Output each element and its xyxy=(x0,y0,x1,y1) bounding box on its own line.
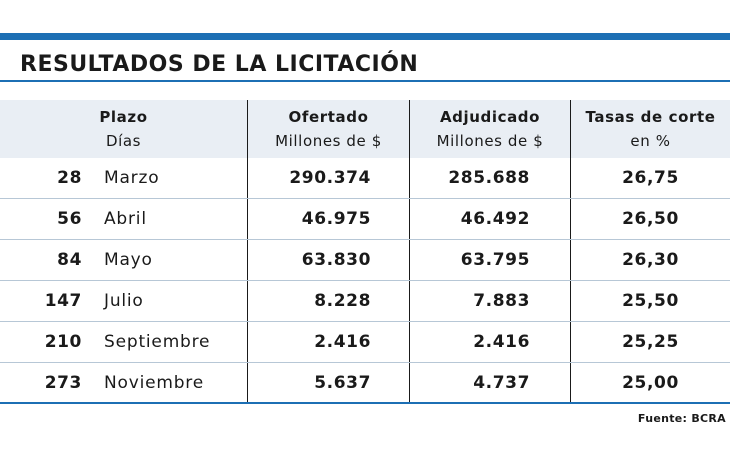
month-value: Marzo xyxy=(104,168,160,188)
tasa-value: 26,75 xyxy=(570,158,730,198)
tasa-value: 25,00 xyxy=(570,363,730,402)
title-rule xyxy=(0,80,730,82)
tasa-value: 25,25 xyxy=(570,322,730,362)
header-plazo-label: Plazo xyxy=(99,108,148,126)
header-tasas-sub: en % xyxy=(630,132,671,150)
days-value: 273 xyxy=(44,372,82,393)
header-adjudicado-sub: Millones de $ xyxy=(436,132,544,150)
days-value: 84 xyxy=(57,250,82,270)
tasa-value: 26,50 xyxy=(570,199,730,239)
days-value: 210 xyxy=(44,332,82,352)
adjudicado-value: 63.795 xyxy=(409,240,570,280)
table-row: 147 Julio 8.228 7.883 25,50 xyxy=(0,281,730,322)
header-ofertado-label: Ofertado xyxy=(288,108,369,126)
month-value: Abril xyxy=(104,209,147,229)
top-accent-bar xyxy=(0,33,730,40)
table-title: RESULTADOS DE LA LICITACIÓN xyxy=(20,52,419,77)
days-value: 56 xyxy=(57,209,82,229)
results-table: Plazo Días Ofertado Millones de $ Adjudi… xyxy=(0,100,730,404)
ofertado-value: 290.374 xyxy=(247,158,409,198)
table-row: 56 Abril 46.975 46.492 26,50 xyxy=(0,199,730,240)
days-value: 147 xyxy=(44,291,82,311)
month-value: Septiembre xyxy=(104,332,211,352)
ofertado-value: 63.830 xyxy=(247,240,409,280)
header-plazo-sub: Días xyxy=(105,132,142,150)
plazo-cell: 56 Abril xyxy=(0,199,247,239)
days-value: 28 xyxy=(57,168,82,188)
header-tasas: Tasas de corte en % xyxy=(570,100,730,158)
source-note: Fuente: BCRA xyxy=(637,412,726,425)
header-adjudicado-label: Adjudicado xyxy=(439,108,541,126)
plazo-cell: 210 Septiembre xyxy=(0,322,247,362)
tasa-value: 26,30 xyxy=(570,240,730,280)
plazo-cell: 84 Mayo xyxy=(0,240,247,280)
month-value: Julio xyxy=(104,291,144,311)
header-tasas-label: Tasas de corte xyxy=(585,108,716,126)
ofertado-value: 5.637 xyxy=(247,363,409,402)
adjudicado-value: 46.492 xyxy=(409,199,570,239)
header-ofertado-sub: Millones de $ xyxy=(275,132,382,150)
tasa-value: 25,50 xyxy=(570,281,730,321)
plazo-cell: 147 Julio xyxy=(0,281,247,321)
plazo-cell: 273 Noviembre xyxy=(0,363,247,402)
ofertado-value: 2.416 xyxy=(247,322,409,362)
plazo-cell: 28 Marzo xyxy=(0,158,247,198)
header-plazo: Plazo Días xyxy=(0,100,247,158)
ofertado-value: 46.975 xyxy=(247,199,409,239)
adjudicado-value: 285.688 xyxy=(409,158,570,198)
adjudicado-value: 2.416 xyxy=(409,322,570,362)
table-row: 28 Marzo 290.374 285.688 26,75 xyxy=(0,158,730,199)
table-row: 273 Noviembre 5.637 4.737 25,00 xyxy=(0,363,730,404)
table-header: Plazo Días Ofertado Millones de $ Adjudi… xyxy=(0,100,730,158)
ofertado-value: 8.228 xyxy=(247,281,409,321)
header-adjudicado: Adjudicado Millones de $ xyxy=(409,100,570,158)
adjudicado-value: 4.737 xyxy=(409,363,570,402)
header-ofertado: Ofertado Millones de $ xyxy=(247,100,409,158)
table-row: 84 Mayo 63.830 63.795 26,30 xyxy=(0,240,730,281)
month-value: Mayo xyxy=(104,250,153,270)
table-row: 210 Septiembre 2.416 2.416 25,25 xyxy=(0,322,730,363)
adjudicado-value: 7.883 xyxy=(409,281,570,321)
month-value: Noviembre xyxy=(104,372,204,393)
